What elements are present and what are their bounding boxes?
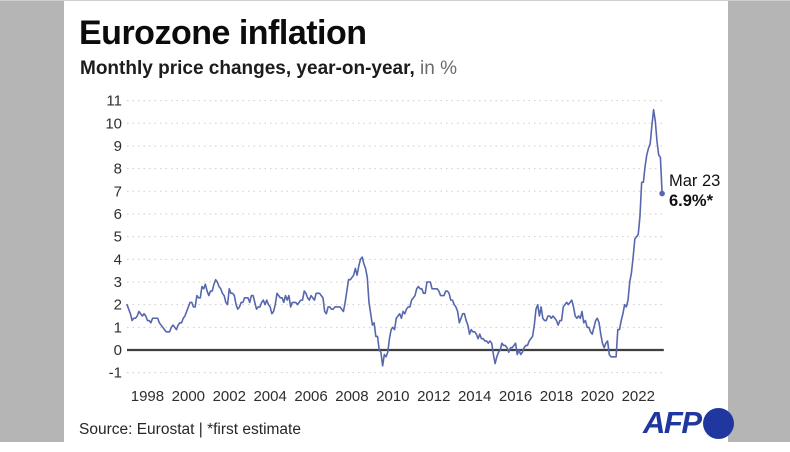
y-tick-label: 7: [114, 183, 122, 200]
annotation-date-label: Mar 23: [669, 172, 721, 190]
x-tick-label: 2018: [540, 388, 573, 405]
x-tick-label: 2000: [172, 388, 205, 405]
y-tick-label: 2: [114, 297, 122, 314]
subtitle-main: Monthly price changes, year-on-year,: [80, 58, 415, 79]
y-tick-label: 8: [114, 161, 122, 178]
x-tick-label: 1998: [131, 388, 164, 405]
y-tick-label: 9: [114, 138, 122, 155]
inflation-line: [126, 108, 663, 367]
chart-card: [64, 0, 728, 452]
source-note: Source: Eurostat | *first estimate: [79, 421, 301, 438]
y-tick-label: 6: [114, 206, 122, 223]
x-tick-label: 2022: [622, 388, 655, 405]
x-tick-label: 2016: [499, 388, 532, 405]
last-point-annotation: Mar 23 6.9%*: [669, 171, 720, 211]
y-tick-label: 0: [114, 342, 122, 359]
x-tick-label: 2002: [213, 388, 246, 405]
afp-logo-text: AFP: [643, 405, 702, 440]
y-tick-label: 1: [114, 319, 122, 336]
x-tick-label: 2020: [581, 388, 614, 405]
y-tick-label: 11: [106, 93, 122, 110]
last-point-dot: [659, 190, 665, 197]
x-tick-label: 2010: [376, 388, 409, 405]
x-tick-label: 2008: [335, 388, 368, 405]
top-border-line: [0, 0, 790, 1]
chart-subtitle: Monthly price changes, year-on-year, in …: [80, 58, 457, 80]
afp-logo: AFP: [643, 406, 734, 440]
y-tick-label: 10: [105, 115, 122, 132]
subtitle-unit: in %: [420, 58, 457, 79]
x-tick-label: 2006: [294, 388, 327, 405]
annotation-value-label: 6.9%*: [669, 192, 714, 210]
x-tick-label: 2004: [253, 388, 286, 405]
y-tick-label: 5: [114, 229, 122, 246]
x-tick-label: 2012: [417, 388, 450, 405]
x-tick-label: 2014: [458, 388, 491, 405]
y-tick-label: 4: [114, 251, 122, 268]
y-tick-label: 3: [114, 274, 122, 291]
afp-circle-icon: [702, 407, 734, 439]
y-tick-label: -1: [109, 365, 122, 382]
page-title: Eurozone inflation: [79, 14, 367, 52]
